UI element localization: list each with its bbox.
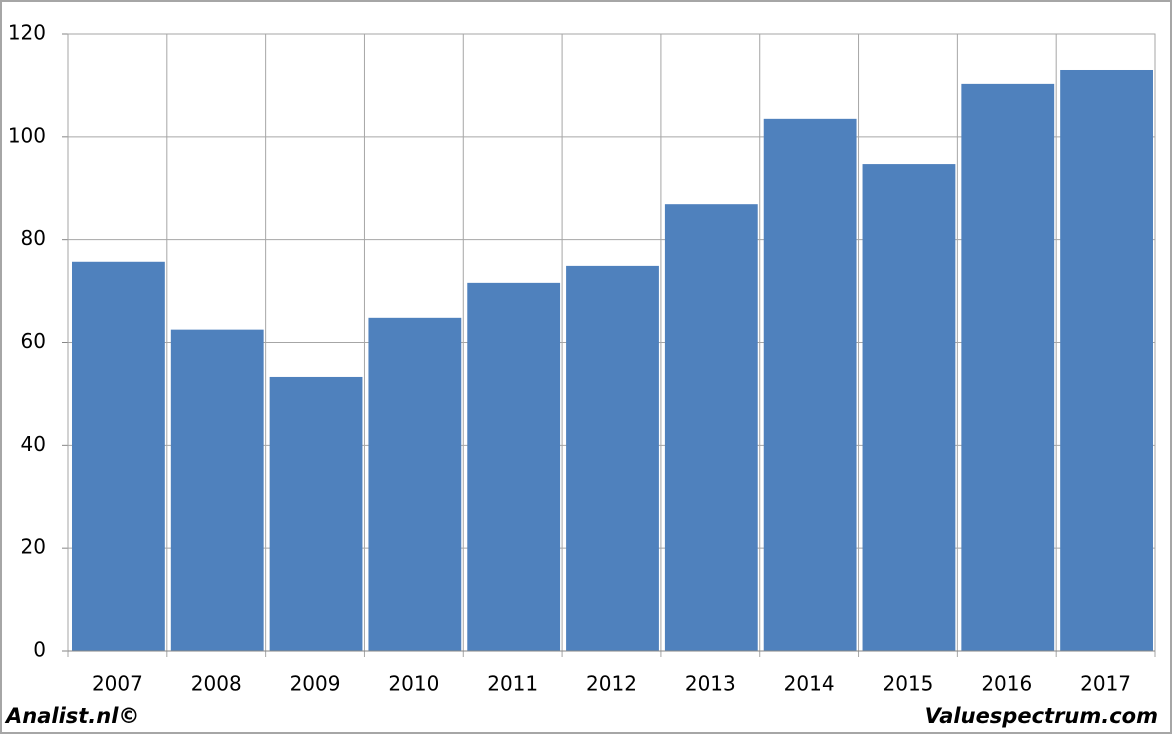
bar — [961, 83, 1055, 652]
y-tick-label: 0 — [33, 638, 46, 662]
x-tick-label: 2015 — [883, 672, 934, 696]
y-tick-label: 80 — [21, 226, 46, 250]
bar — [1060, 69, 1153, 651]
y-tick-label: 60 — [21, 329, 46, 353]
bar — [467, 282, 561, 651]
bar — [763, 118, 857, 651]
bar — [269, 376, 363, 651]
x-tick-label: 2009 — [290, 672, 341, 696]
plot-area: 0 20 40 60 80 100 120 2007 2008 2009 2010 2011 2012 2… — [8, 21, 1156, 696]
x-tick-label: 2010 — [388, 672, 439, 696]
source-right: Valuespectrum.com — [925, 704, 1158, 728]
y-tick-label: 120 — [8, 21, 46, 45]
x-tick-label: 2013 — [685, 672, 736, 696]
source-left: Analist.nl© — [4, 704, 139, 728]
bar — [664, 204, 758, 652]
bar — [566, 265, 659, 651]
y-tick-label: 40 — [21, 432, 46, 456]
x-tick-label: 2017 — [1080, 672, 1131, 696]
bar — [862, 164, 956, 651]
x-tick-label: 2016 — [981, 672, 1032, 696]
x-tick-label: 2011 — [487, 672, 538, 696]
y-tick-label: 100 — [8, 123, 46, 147]
bar — [72, 261, 165, 651]
bar — [170, 329, 264, 651]
x-tick-label: 2012 — [586, 672, 637, 696]
x-tick-label: 2014 — [784, 672, 835, 696]
x-tick-label: 2008 — [191, 672, 242, 696]
x-tick-label: 2007 — [92, 672, 143, 696]
y-tick-label: 20 — [21, 535, 46, 559]
bar — [368, 317, 462, 651]
